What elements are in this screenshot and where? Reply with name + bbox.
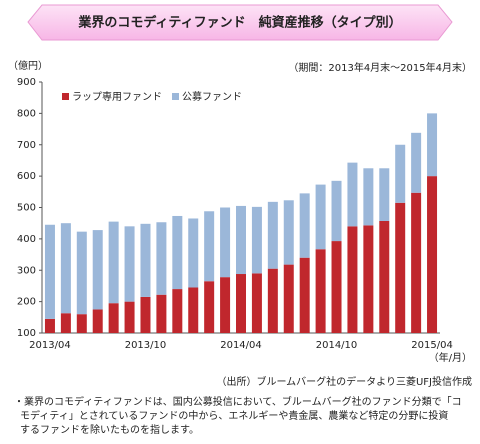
bar-segment [267,201,278,269]
y-tick-label: 700 [17,140,36,151]
bar-segment [315,184,326,250]
bar-segment [172,215,183,290]
y-tick-label: 800 [17,108,36,119]
bar-segment [363,225,374,333]
y-unit: （億円） [8,59,48,72]
bar-segment [92,309,103,333]
bar-segment [204,281,215,333]
x-tick-label: 2014/10 [316,340,358,351]
bar-segment [283,264,294,333]
bar-segment [347,162,358,227]
x-unit: （年/月） [429,351,472,364]
legend-label: ラップ専用ファンド [72,91,162,103]
chart-title: 業界のコモディティファンド 純資産推移（タイプ別） [77,15,401,31]
bar-segment [427,113,438,177]
y-tick-label: 400 [17,234,36,245]
bar-segment [76,314,87,333]
y-tick-label: 500 [17,203,36,214]
bar-segment [156,294,167,333]
bar-segment [299,193,310,258]
bar-segment [204,211,215,282]
bar-segment [188,287,199,333]
bar-segment [363,168,374,226]
x-tick-label: 2015/04 [411,340,453,351]
source: （出所）ブルームバーグ社のデータより三菱UFJ投信作成 [216,375,472,388]
bar-segment [267,268,278,333]
bar-segment [124,226,135,302]
bar-segment [108,303,119,333]
y-tick-label: 300 [17,265,36,276]
bar-segment [172,289,183,333]
bar-segment [395,202,406,333]
bar-segment [411,132,422,193]
title-banner [27,4,453,41]
bar-segment [108,221,119,304]
note: モディティ」とされているファンドの中から、エネルギーや貴金属、農業など特定の分野… [20,409,448,422]
bar-segment [124,301,135,333]
bar-segment [331,180,342,242]
bar-segment [411,192,422,333]
bar-segment [251,273,262,333]
y-tick-label: 100 [17,328,36,339]
legend-swatch [62,93,69,100]
bar-segment [331,241,342,333]
bar-segment [379,220,390,333]
bar-segment [140,296,151,333]
bar-segment [44,224,55,319]
bar-segment [156,222,167,295]
legend-swatch [172,93,179,100]
bar-segment [379,168,390,221]
bar-segment [60,313,71,333]
x-tick-label: 2013/10 [125,340,167,351]
bar-segment [220,207,231,278]
bar-segment [299,257,310,333]
bar-segment [315,249,326,333]
bar-segment [395,144,406,203]
y-tick-label: 900 [17,77,36,88]
bar-segment [236,274,246,333]
bar-segment [188,218,199,288]
bar-segment [60,223,71,314]
bar-segment [44,318,55,333]
y-tick-label: 600 [17,171,36,182]
subtitle: （期間：2013年4月末～2015年4月末） [288,61,472,74]
bar-segment [76,231,87,315]
x-tick-label: 2013/04 [29,340,71,351]
bar-segment [92,230,103,310]
note: ・業界のコモディティファンドは、国内公募投信において、ブルームバーグ社のファンド… [14,395,462,408]
bar-segment [220,277,231,333]
bar-segment [236,205,246,275]
bar-segment [347,226,358,333]
x-tick-label: 2014/04 [220,340,262,351]
y-tick-label: 200 [17,297,36,308]
bar-segment [427,176,438,333]
bar-segment [283,200,294,265]
legend-label: 公募ファンド [182,90,242,103]
note: するファンドを除いたものを指します。 [20,423,199,436]
bar-segment [251,206,262,274]
bar-segment [140,223,151,297]
